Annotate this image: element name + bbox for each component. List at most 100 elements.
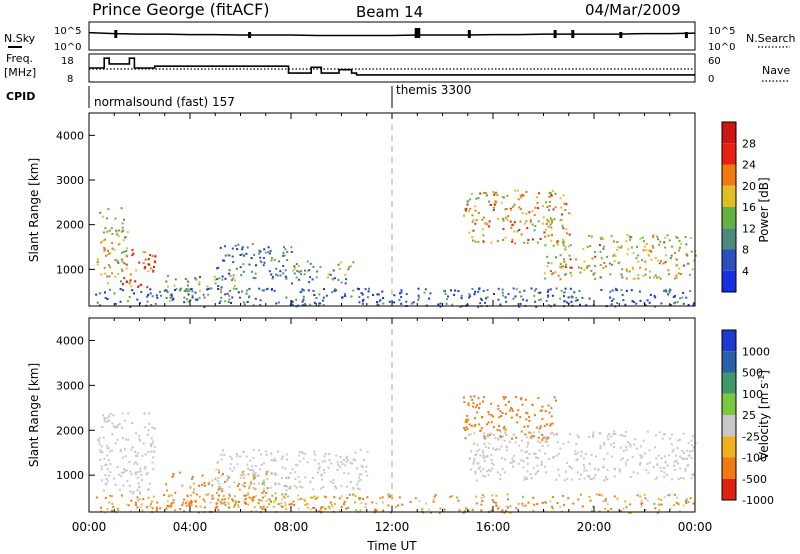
velocity-cell [663, 471, 666, 474]
power-cell [645, 243, 648, 245]
velocity-cell [287, 476, 290, 479]
power-cell [674, 252, 676, 254]
velocity-cell [490, 421, 493, 424]
power-cell [590, 235, 593, 238]
power-cell [271, 277, 274, 280]
velocity-cell [625, 448, 628, 451]
velocity-cell [664, 433, 667, 436]
velocity-cell [491, 467, 493, 470]
power-cell [345, 278, 348, 281]
power-cell [632, 268, 635, 270]
power-cell [262, 257, 265, 259]
power-cell [494, 200, 497, 203]
velocity-cell [215, 502, 218, 505]
velocity-cell [584, 453, 587, 455]
power-cell [543, 231, 546, 234]
power-cell [616, 241, 619, 243]
velocity-cell [582, 463, 585, 466]
velocity-cell [608, 433, 611, 436]
power-cell [114, 259, 117, 261]
velocity-cell [145, 506, 148, 509]
power-cell [485, 297, 487, 300]
power-cell [301, 304, 304, 307]
velocity-cell [468, 458, 471, 460]
velocity-cell [409, 501, 412, 503]
velocity-cell [107, 415, 110, 418]
power-cell [284, 248, 287, 251]
velocity-cell [499, 410, 502, 413]
velocity-cell [318, 510, 320, 513]
velocity-cell [116, 438, 119, 441]
power-cell [611, 289, 614, 292]
power-cell [237, 291, 240, 294]
velocity-cell [613, 475, 616, 478]
velocity-cell [680, 477, 683, 479]
velocity-cell [571, 467, 573, 470]
velocity-cell [588, 496, 591, 498]
velocity-cell [128, 484, 131, 487]
velocity-cell [144, 453, 147, 456]
velocity-cell [512, 433, 515, 436]
power-cell [248, 287, 251, 290]
power-cell [556, 242, 559, 245]
velocity-cell [244, 497, 247, 500]
power-cell [521, 193, 524, 196]
velocity-cell [313, 450, 316, 453]
power-cell [271, 257, 273, 260]
velocity-cell [443, 510, 446, 513]
power-cell [304, 269, 306, 272]
power-cell [546, 206, 549, 208]
velocity-cell [631, 455, 634, 458]
power-cell [683, 264, 686, 267]
velocity-cell [581, 505, 584, 508]
velocity-cell [663, 455, 666, 458]
power-cell [264, 251, 267, 254]
velocity-cell [535, 426, 538, 429]
velocity-cell [558, 474, 561, 477]
power-cell [136, 298, 139, 301]
velocity-cell [299, 497, 302, 500]
velocity-cell [255, 510, 258, 513]
power-cell [564, 273, 566, 276]
power-cell [657, 259, 660, 262]
power-cell [332, 269, 335, 272]
velocity-cell [576, 458, 579, 461]
velocity-cell [243, 502, 246, 504]
velocity-cell [694, 441, 697, 444]
power-cell [96, 263, 99, 266]
power-cell [547, 288, 550, 291]
power-colorbar-label: Power [dB] [757, 177, 771, 242]
velocity-cell [544, 452, 547, 455]
velocity-cell [205, 493, 208, 496]
power-cell [352, 289, 355, 292]
velocity-cell [226, 474, 229, 477]
velocity-cell [338, 509, 341, 512]
x-tick-label: 16:00 [476, 520, 511, 534]
power-cell [507, 215, 510, 218]
power-cell [270, 259, 273, 262]
velocity-cell [549, 424, 552, 427]
power-cell [685, 253, 688, 256]
velocity-cell [470, 450, 473, 453]
power-cell [191, 294, 194, 297]
power-cell [273, 289, 276, 292]
velocity-cell [265, 453, 268, 456]
power-cell [518, 229, 521, 231]
power-cell [116, 233, 118, 236]
velocity-cell [497, 408, 500, 411]
velocity-cell [527, 443, 530, 446]
power-cell [637, 277, 640, 280]
velocity-cell [124, 455, 127, 458]
velocity-cell [644, 452, 646, 455]
power-cell [228, 294, 231, 297]
velocity-cell [229, 455, 232, 458]
velocity-cell [352, 458, 355, 461]
velocity-cell [125, 438, 127, 441]
velocity-cell [163, 494, 166, 496]
power-cell [585, 304, 588, 307]
velocity-colorbar-label-end: ] [757, 370, 771, 375]
power-cell [246, 246, 249, 249]
velocity-cell [153, 446, 156, 449]
velocity-cell [530, 432, 533, 435]
